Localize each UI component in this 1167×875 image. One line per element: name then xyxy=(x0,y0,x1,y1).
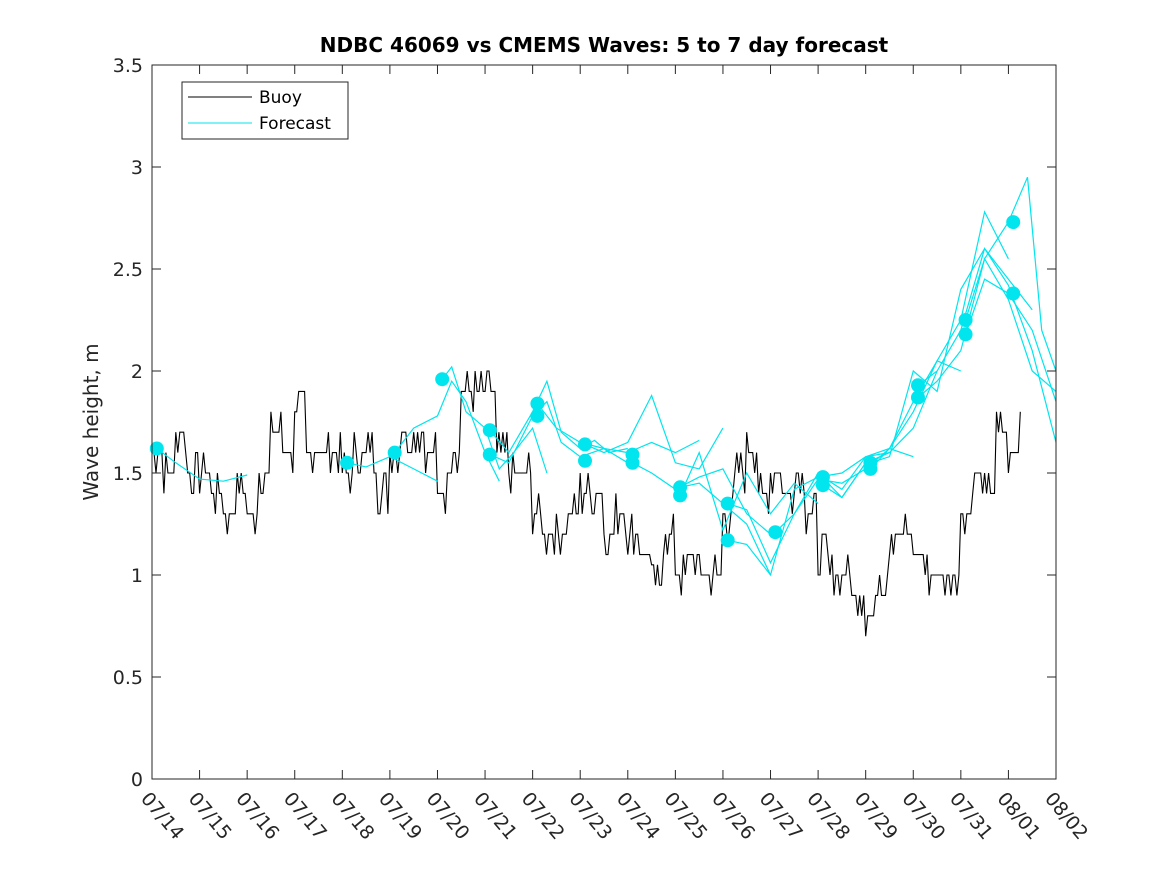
y-tick-label-5: 2.5 xyxy=(113,259,143,281)
forecast-marker-11 xyxy=(625,455,640,470)
y-tick-label-0: 0 xyxy=(131,769,143,791)
forecast-marker-22 xyxy=(911,390,925,405)
forecast-marker-14 xyxy=(720,496,735,511)
y-axis-label: Wave height, m xyxy=(79,343,103,500)
y-tick-label-2: 1 xyxy=(131,565,143,587)
forecast-marker-18 xyxy=(815,478,830,493)
forecast-run-line-12 xyxy=(727,452,890,577)
series-layer xyxy=(149,176,1057,637)
forecast-marker-0 xyxy=(149,441,164,456)
forecast-marker-6 xyxy=(530,396,545,411)
forecast-run-line-7 xyxy=(584,393,724,470)
plot-frame xyxy=(151,64,1057,780)
forecast-marker-24 xyxy=(958,327,973,342)
forecast-marker-13 xyxy=(673,488,688,503)
forecast-run-line-20 xyxy=(965,176,1057,372)
legend: Buoy Forecast xyxy=(181,81,349,140)
y-tick-label-1: 0.5 xyxy=(113,667,143,689)
forecast-run-line-17 xyxy=(869,210,1009,470)
forecast-run-line-8 xyxy=(632,462,771,535)
forecast-marker-23 xyxy=(958,313,973,327)
legend-box xyxy=(181,81,349,140)
forecast-marker-3 xyxy=(435,372,450,387)
y-tick-label-3: 1.5 xyxy=(113,463,143,485)
forecast-marker-15 xyxy=(720,533,735,548)
forecast-marker-8 xyxy=(578,437,592,452)
forecast-run-line-5 xyxy=(489,400,629,464)
y-tick-label-6: 3 xyxy=(131,157,143,179)
forecast-marker-9 xyxy=(578,453,592,468)
forecast-run-line-10 xyxy=(679,450,819,532)
buoy-series-line xyxy=(152,370,1021,637)
forecast-marker-2 xyxy=(387,445,402,460)
y-tick-label-4: 2 xyxy=(131,361,143,383)
forecast-marker-1 xyxy=(340,455,355,470)
forecast-marker-4 xyxy=(482,423,497,438)
forecast-run-line-18 xyxy=(917,247,1057,443)
legend-forecast-label: Forecast xyxy=(259,114,331,134)
forecast-marker-7 xyxy=(530,408,545,423)
legend-buoy-label: Buoy xyxy=(259,88,302,108)
plot-area xyxy=(152,65,1056,779)
forecast-marker-20 xyxy=(863,461,878,476)
forecast-marker-26 xyxy=(1006,286,1021,301)
forecast-run-line-15 xyxy=(822,370,938,499)
forecast-marker-5 xyxy=(482,447,497,462)
forecast-marker-25 xyxy=(1006,215,1021,230)
chart-title: NDBC 46069 vs CMEMS Waves: 5 to 7 day fo… xyxy=(320,33,889,57)
y-tick-label-7: 3.5 xyxy=(113,55,143,77)
forecast-marker-21 xyxy=(911,378,925,393)
forecast-marker-16 xyxy=(768,525,783,540)
forecast-run-line-0 xyxy=(156,448,248,482)
